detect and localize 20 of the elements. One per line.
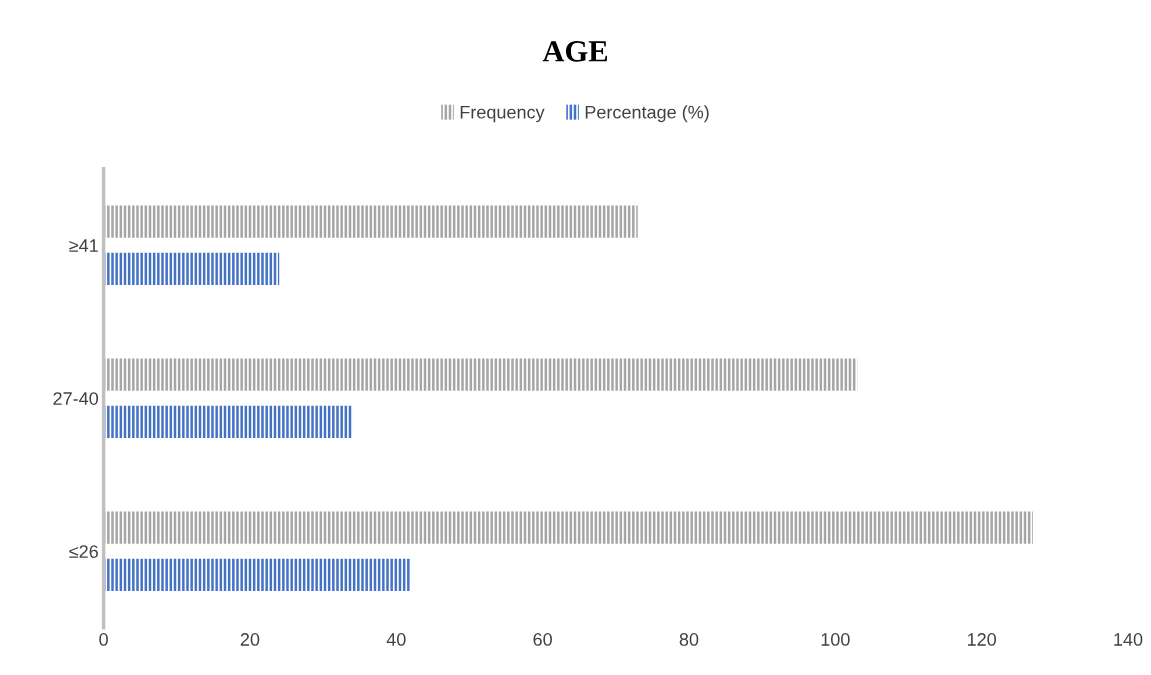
y-tick-label: ≥41 — [69, 239, 98, 252]
y-tick-label: 27-40 — [53, 392, 99, 405]
bar — [103, 511, 1033, 544]
bar — [103, 358, 858, 391]
legend-label: Percentage (%) — [585, 105, 709, 123]
bar — [103, 252, 280, 286]
bar — [103, 405, 353, 439]
x-tick-label: 20 — [240, 633, 260, 646]
x-tick-label: 80 — [679, 633, 699, 646]
x-tick-label: 120 — [967, 633, 996, 646]
x-tick-label: 40 — [386, 633, 406, 646]
x-tick-label: 0 — [99, 633, 108, 646]
bar — [103, 205, 638, 238]
bar — [103, 558, 411, 592]
chart-title: AGE — [542, 41, 608, 62]
x-tick-label: 60 — [533, 633, 552, 646]
legend-label: Frequency — [460, 105, 545, 123]
x-tick-label: 140 — [1114, 633, 1143, 646]
y-tick-label: ≤26 — [69, 545, 98, 558]
x-tick-label: 100 — [821, 633, 850, 646]
